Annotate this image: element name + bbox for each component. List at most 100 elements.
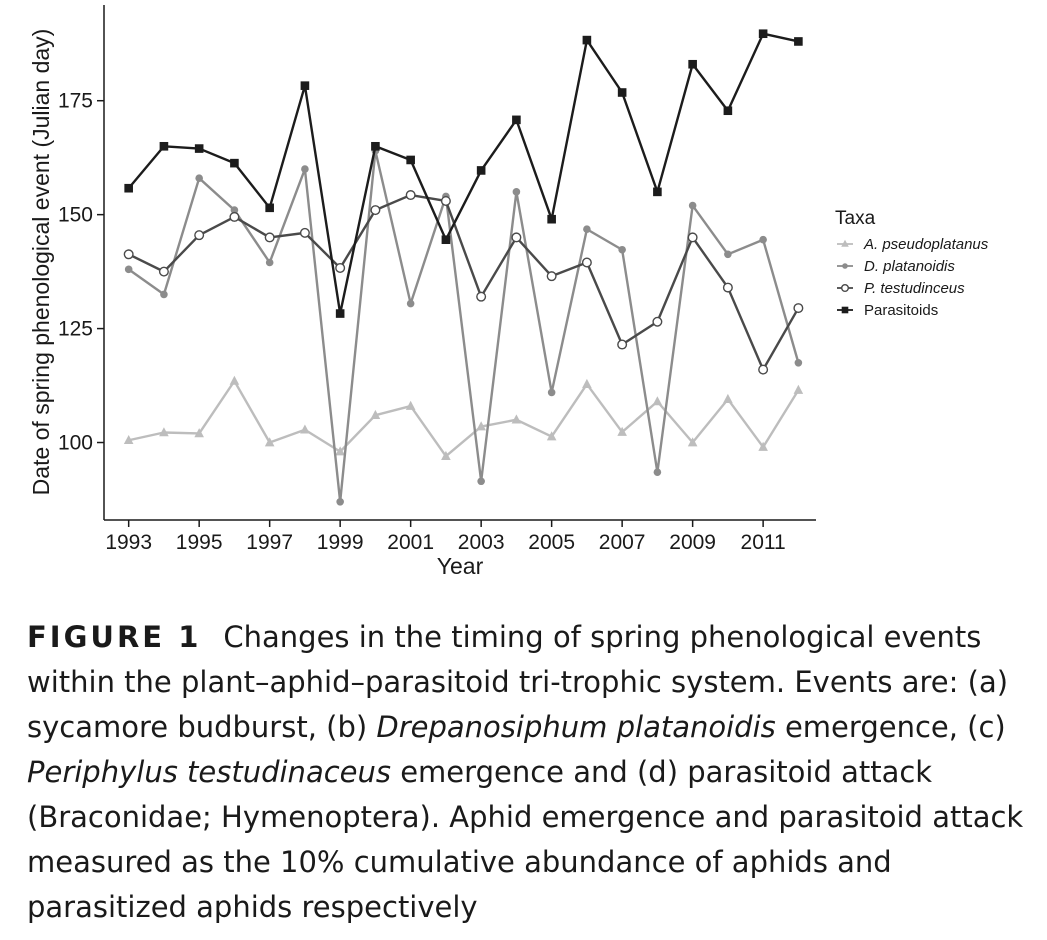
series-line-parasitoids xyxy=(127,32,799,315)
legend-marker xyxy=(842,263,848,269)
point-d-platanoidis xyxy=(794,358,803,367)
point-d-platanoidis xyxy=(195,174,203,182)
x-tick-label: 2005 xyxy=(528,531,575,554)
point-parasitoids xyxy=(124,183,133,193)
point-parasitoids xyxy=(758,29,768,39)
series-d-platanoidis xyxy=(124,147,803,506)
x-tick-label: 2007 xyxy=(599,531,646,554)
caption-text-1: Changes in the timing of spring phenolog… xyxy=(27,620,1009,744)
point-a-pseudoplatanus xyxy=(511,414,522,424)
point-d-platanoidis xyxy=(301,165,309,173)
legend: Taxa A. pseudoplatanus D. platanoidis P. t… xyxy=(835,208,989,319)
point-a-pseudoplatanus xyxy=(405,400,416,410)
point-d-platanoidis xyxy=(160,290,168,299)
point-p-testudinceus xyxy=(687,232,698,243)
caption-species-1: Drepanosiphum platanoidis xyxy=(376,710,776,744)
point-p-testudinceus xyxy=(158,266,169,277)
legend-label: P. testudinceus xyxy=(864,280,965,297)
point-parasitoids xyxy=(441,235,451,245)
legend-marker xyxy=(841,239,849,247)
point-d-platanoidis xyxy=(653,468,662,476)
point-parasitoids xyxy=(335,309,345,318)
point-parasitoids xyxy=(300,81,310,90)
point-p-testudinceus xyxy=(546,271,557,282)
point-a-pseudoplatanus xyxy=(476,421,486,431)
point-a-pseudoplatanus xyxy=(758,441,768,451)
y-ticks: 100 125 150 175 xyxy=(58,90,104,455)
point-parasitoids xyxy=(371,141,380,151)
series-layer xyxy=(123,29,804,506)
point-d-platanoidis xyxy=(230,206,239,214)
point-d-platanoidis xyxy=(406,299,415,308)
axes xyxy=(103,5,816,521)
point-a-pseudoplatanus xyxy=(652,396,663,406)
point-p-testudinceus xyxy=(476,291,487,302)
point-a-pseudoplatanus xyxy=(194,428,204,438)
point-d-platanoidis xyxy=(512,188,521,196)
series-parasitoids xyxy=(124,29,803,318)
caption-species-2: Periphylus testudinaceus xyxy=(27,755,391,789)
point-d-platanoidis xyxy=(724,250,732,259)
point-parasitoids xyxy=(230,158,239,168)
point-p-testudinceus xyxy=(793,303,804,314)
point-d-platanoidis xyxy=(336,497,344,506)
x-tick-label: 1993 xyxy=(105,531,152,554)
point-a-pseudoplatanus xyxy=(123,434,134,445)
point-a-pseudoplatanus xyxy=(335,446,345,456)
point-p-testudinceus xyxy=(229,211,240,222)
legend-entry-parasitoids: Parasitoids xyxy=(837,302,938,319)
y-tick-label: 150 xyxy=(58,204,93,227)
point-parasitoids xyxy=(547,214,556,224)
series-p-testudinceus xyxy=(123,190,804,375)
y-tick-label: 100 xyxy=(58,432,93,455)
point-parasitoids xyxy=(406,155,415,165)
point-p-testudinceus xyxy=(722,282,733,293)
point-parasitoids xyxy=(265,203,274,213)
point-a-pseudoplatanus xyxy=(229,375,240,385)
point-p-testudinceus xyxy=(511,232,522,243)
point-a-pseudoplatanus xyxy=(723,393,733,404)
point-parasitoids xyxy=(194,144,204,153)
point-p-testudinceus xyxy=(335,262,346,273)
point-p-testudinceus xyxy=(617,339,628,350)
point-a-pseudoplatanus xyxy=(687,437,698,447)
legend-marker xyxy=(841,306,849,314)
caption-text-2: emergence, (c) xyxy=(775,710,1006,744)
point-p-testudinceus xyxy=(440,195,451,206)
x-tick-label: 2009 xyxy=(669,531,716,554)
legend-marker xyxy=(841,284,850,293)
point-p-testudinceus xyxy=(405,190,416,201)
series-line-p-testudinceus xyxy=(128,193,800,371)
point-a-pseudoplatanus xyxy=(793,384,804,394)
x-tick-label: 1995 xyxy=(176,531,223,554)
point-p-testudinceus xyxy=(581,257,592,268)
y-tick-label: 125 xyxy=(58,318,93,341)
point-d-platanoidis xyxy=(759,235,767,244)
x-tick-label: 2001 xyxy=(387,531,434,554)
point-a-pseudoplatanus xyxy=(582,378,592,388)
point-parasitoids xyxy=(794,37,803,46)
point-a-pseudoplatanus xyxy=(264,437,275,447)
point-a-pseudoplatanus xyxy=(300,424,310,434)
point-p-testudinceus xyxy=(652,316,663,327)
y-axis-title: Date of spring phenological event (Julia… xyxy=(28,29,54,496)
point-a-pseudoplatanus xyxy=(159,427,169,437)
point-parasitoids xyxy=(723,106,733,116)
point-d-platanoidis xyxy=(124,265,133,274)
point-parasitoids xyxy=(688,59,697,69)
point-p-testudinceus xyxy=(264,232,275,243)
legend-label: D. platanoidis xyxy=(864,258,955,275)
legend-entry-a-pseudoplatanus: A. pseudoplatanus xyxy=(837,236,989,253)
point-a-pseudoplatanus xyxy=(370,409,381,419)
x-ticks: 1993 1995 1997 1999 2001 2003 2005 2007 2009 2011 xyxy=(105,520,786,554)
x-tick-label: 1999 xyxy=(317,531,364,554)
legend-label: Parasitoids xyxy=(864,302,938,319)
point-a-pseudoplatanus xyxy=(546,431,557,441)
point-parasitoids xyxy=(159,141,169,151)
point-d-platanoidis xyxy=(265,258,274,267)
legend-label: A. pseudoplatanus xyxy=(863,236,989,253)
point-parasitoids xyxy=(617,88,627,97)
point-d-platanoidis xyxy=(688,201,697,210)
point-p-testudinceus xyxy=(758,364,769,375)
series-line-a-pseudoplatanus xyxy=(128,379,800,458)
